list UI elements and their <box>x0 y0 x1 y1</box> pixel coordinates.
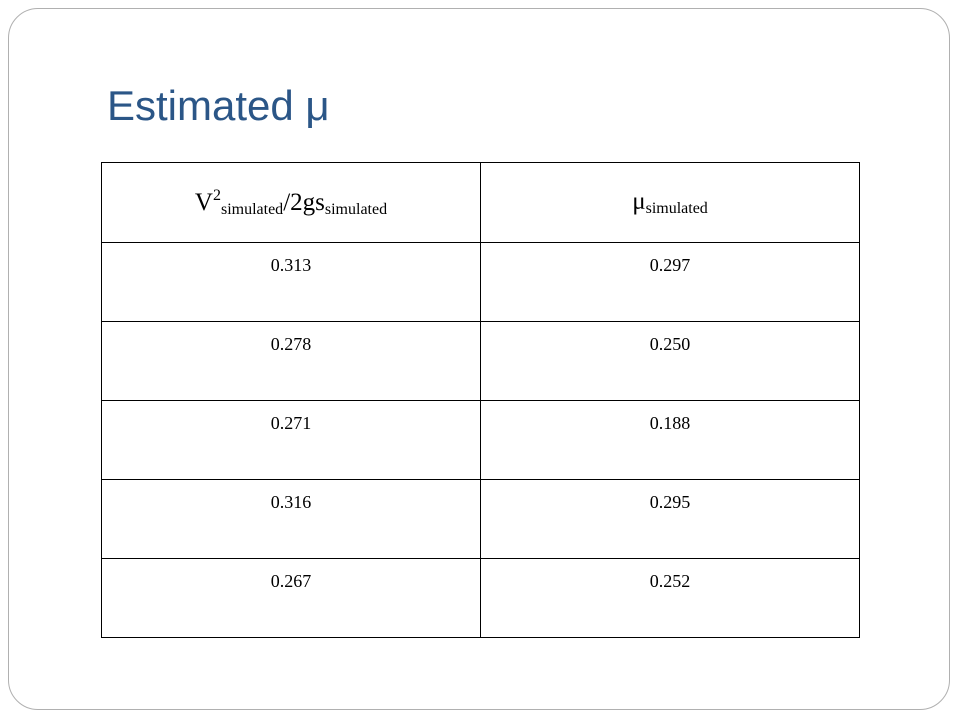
table-cell: 0.278 <box>101 321 481 401</box>
table-cell: 0.252 <box>480 558 860 638</box>
data-table: V2simulated/2gssimulated μsimulated 0.31… <box>101 162 860 638</box>
table-cell: 0.297 <box>480 242 860 322</box>
header-text: μ <box>632 187 646 215</box>
header-text: V <box>194 188 213 216</box>
header-cell: μsimulated <box>480 162 860 243</box>
table-body: V2simulated/2gssimulated μsimulated 0.31… <box>101 162 860 638</box>
subscript: simulated <box>645 199 708 217</box>
table-cell: 0.250 <box>480 321 860 401</box>
subscript: simulated <box>324 200 388 218</box>
table-cell: 0.267 <box>101 558 481 638</box>
header-row: V2simulated/2gssimulated μsimulated <box>101 162 860 243</box>
subscript: simulated <box>220 200 284 218</box>
slide-title: Estimated μ <box>107 82 330 129</box>
table-cell: 0.295 <box>480 479 860 559</box>
table-cell: 0.271 <box>101 400 481 480</box>
table-row: 0.271 0.188 <box>101 400 860 480</box>
header-text: /2gs <box>283 188 325 216</box>
table-cell: 0.313 <box>101 242 481 322</box>
table-row: 0.316 0.295 <box>101 479 860 559</box>
table-cell: 0.316 <box>101 479 481 559</box>
table-row: 0.267 0.252 <box>101 558 860 638</box>
superscript: 2 <box>212 186 221 204</box>
table-row: 0.278 0.250 <box>101 321 860 401</box>
header-cell: V2simulated/2gssimulated <box>101 162 481 243</box>
table-cell: 0.188 <box>480 400 860 480</box>
slide-frame <box>8 8 950 710</box>
table-row: 0.313 0.297 <box>101 242 860 322</box>
